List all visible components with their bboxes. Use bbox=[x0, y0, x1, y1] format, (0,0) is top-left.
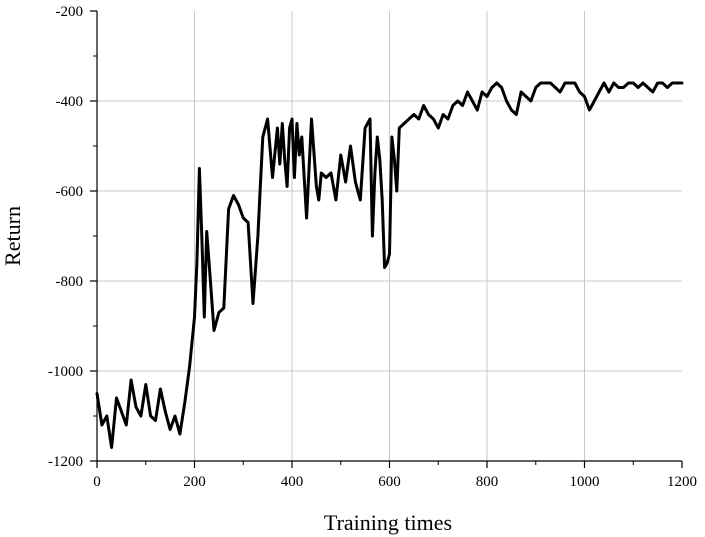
x-tick-label: 600 bbox=[378, 474, 401, 490]
axes bbox=[90, 10, 683, 468]
y-axis-title: Return bbox=[0, 206, 25, 266]
y-tick-label: -200 bbox=[56, 4, 84, 20]
y-tick-label: -400 bbox=[56, 94, 84, 110]
y-tick-label: -800 bbox=[56, 274, 84, 290]
x-tick-label: 800 bbox=[476, 474, 499, 490]
tick-labels: 0 200 400 600 800 1000 1200 -1200 -1000 -800 -600 -… bbox=[48, 4, 697, 490]
series-layer bbox=[95, 81, 684, 449]
grid-lines bbox=[97, 11, 682, 461]
x-tick-label: 200 bbox=[183, 474, 206, 490]
x-tick-label: 400 bbox=[281, 474, 304, 490]
x-tick-label: 1200 bbox=[667, 474, 697, 490]
y-tick-label: -1000 bbox=[48, 364, 83, 380]
y-tick-label: -1200 bbox=[48, 454, 83, 470]
y-tick-label: -600 bbox=[56, 184, 84, 200]
x-tick-label: 0 bbox=[93, 474, 101, 490]
x-tick-label: 1000 bbox=[570, 474, 600, 490]
x-axis-title: Training times bbox=[324, 510, 452, 535]
return-series-line bbox=[95, 81, 684, 449]
